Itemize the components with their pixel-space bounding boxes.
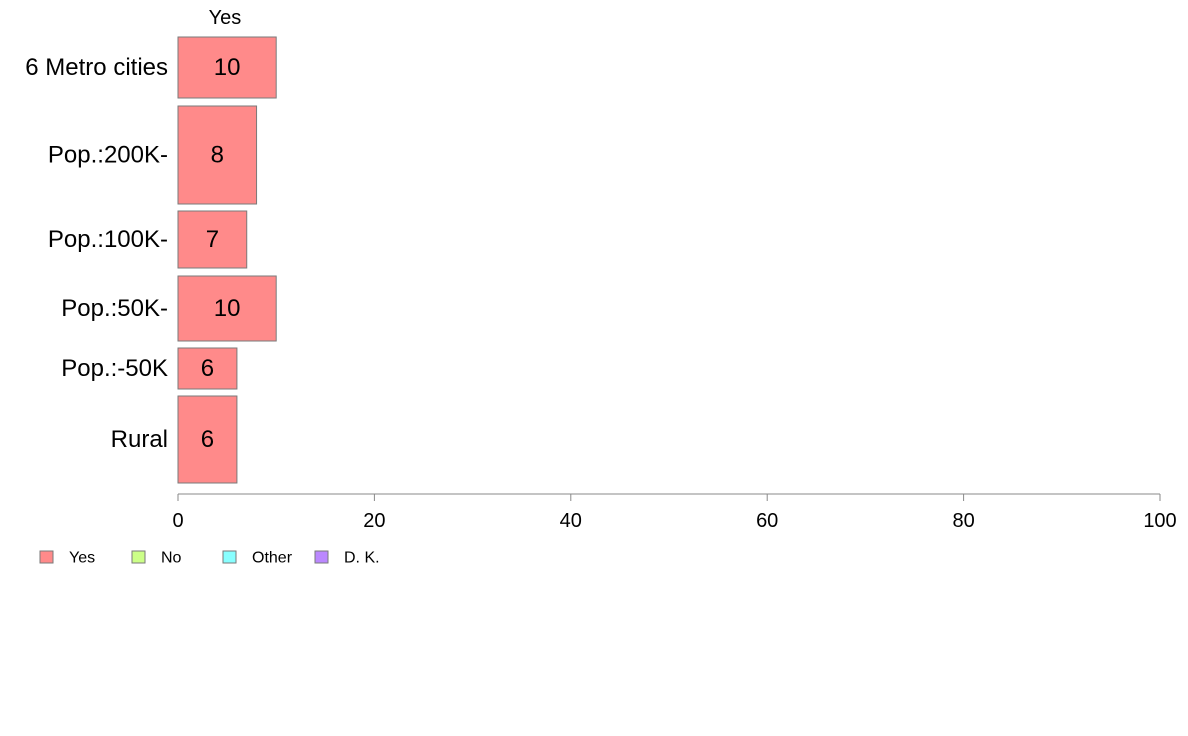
legend-label: No — [161, 550, 182, 567]
category-label: Pop.:50K- — [61, 295, 168, 322]
category-label: 6 Metro cities — [25, 54, 168, 81]
bar-value-label: 8 — [211, 142, 224, 169]
bar-segment — [177, 347, 238, 390]
legend-label: Yes — [69, 550, 95, 567]
legend-swatch — [222, 550, 237, 564]
bar-segment — [177, 275, 277, 342]
bar-segment — [177, 36, 277, 99]
bar-value-label: 10 — [214, 295, 241, 322]
bar-segment — [177, 395, 238, 484]
x-tick-label: 40 — [560, 510, 582, 532]
category-label: Rural — [111, 426, 168, 453]
x-tick-label: 0 — [172, 510, 183, 532]
category-label: Pop.:100K- — [48, 226, 168, 253]
bar-value-label: 6 — [201, 355, 214, 382]
x-tick-label: 60 — [756, 510, 778, 532]
legend-swatch — [131, 550, 146, 564]
bar-value-label: 6 — [201, 426, 214, 453]
category-label: Pop.:-50K — [61, 355, 168, 382]
legend-swatch — [39, 550, 54, 564]
column-header: Yes — [209, 7, 242, 29]
x-axis: 0 20 40 60 80 100 — [172, 493, 1177, 532]
category-label: Pop.:200K- — [48, 142, 168, 169]
bar-segment — [177, 105, 258, 205]
x-tick-label: 20 — [363, 510, 385, 532]
x-tick-label: 100 — [1143, 510, 1176, 532]
legend-swatch — [314, 550, 329, 564]
legend-label: Other — [252, 550, 293, 567]
legend-label: D. K. — [344, 550, 380, 567]
bar-segment — [177, 210, 248, 269]
x-tick-label: 80 — [952, 510, 974, 532]
bar-value-label: 7 — [206, 226, 219, 253]
bar-value-label: 10 — [214, 54, 241, 81]
bars: 6 Metro cities 10 Pop.:200K- 8 Pop.:100K- 7 Po… — [25, 36, 277, 484]
legend: Yes No Other D. K. — [39, 550, 380, 567]
